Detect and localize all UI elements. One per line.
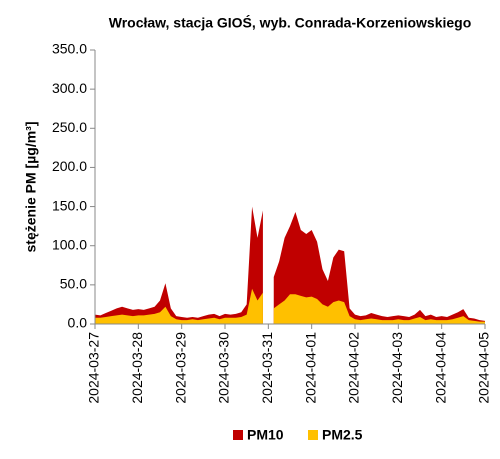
legend-swatch: [308, 430, 318, 440]
y-tick-label: 300.0: [52, 80, 87, 96]
y-tick-label: 50.0: [60, 276, 87, 292]
x-tick-label: 2024-04-05: [476, 332, 492, 404]
area: [95, 206, 263, 324]
y-tick-label: 200.0: [52, 158, 87, 174]
y-tick-label: 100.0: [52, 236, 87, 252]
legend-label: PM10: [247, 427, 284, 443]
y-tick-label: 150.0: [52, 197, 87, 213]
area: [95, 288, 263, 324]
y-tick-label: 350.0: [52, 41, 87, 57]
x-tick-label: 2024-04-04: [432, 332, 448, 404]
x-tick-label: 2024-03-28: [129, 332, 145, 404]
x-tick-label: 2024-03-27: [86, 332, 102, 404]
x-tick-label: 2024-04-03: [389, 332, 405, 404]
legend-swatch: [233, 430, 243, 440]
y-axis-label: stężenie PM [µg/m³]: [23, 122, 39, 253]
x-tick-label: 2024-04-01: [302, 332, 318, 404]
area: [273, 294, 485, 324]
y-tick-label: 0.0: [68, 315, 88, 331]
x-tick-label: 2024-03-30: [216, 332, 232, 404]
chart-title: Wrocław, stacja GIOŚ, wyb. Conrada-Korze…: [109, 14, 472, 31]
x-tick-label: 2024-03-31: [259, 332, 275, 404]
area: [273, 212, 485, 324]
x-tick-label: 2024-03-29: [172, 332, 188, 404]
legend-label: PM2.5: [322, 427, 363, 443]
y-tick-label: 250.0: [52, 119, 87, 135]
x-tick-label: 2024-04-02: [346, 332, 362, 404]
